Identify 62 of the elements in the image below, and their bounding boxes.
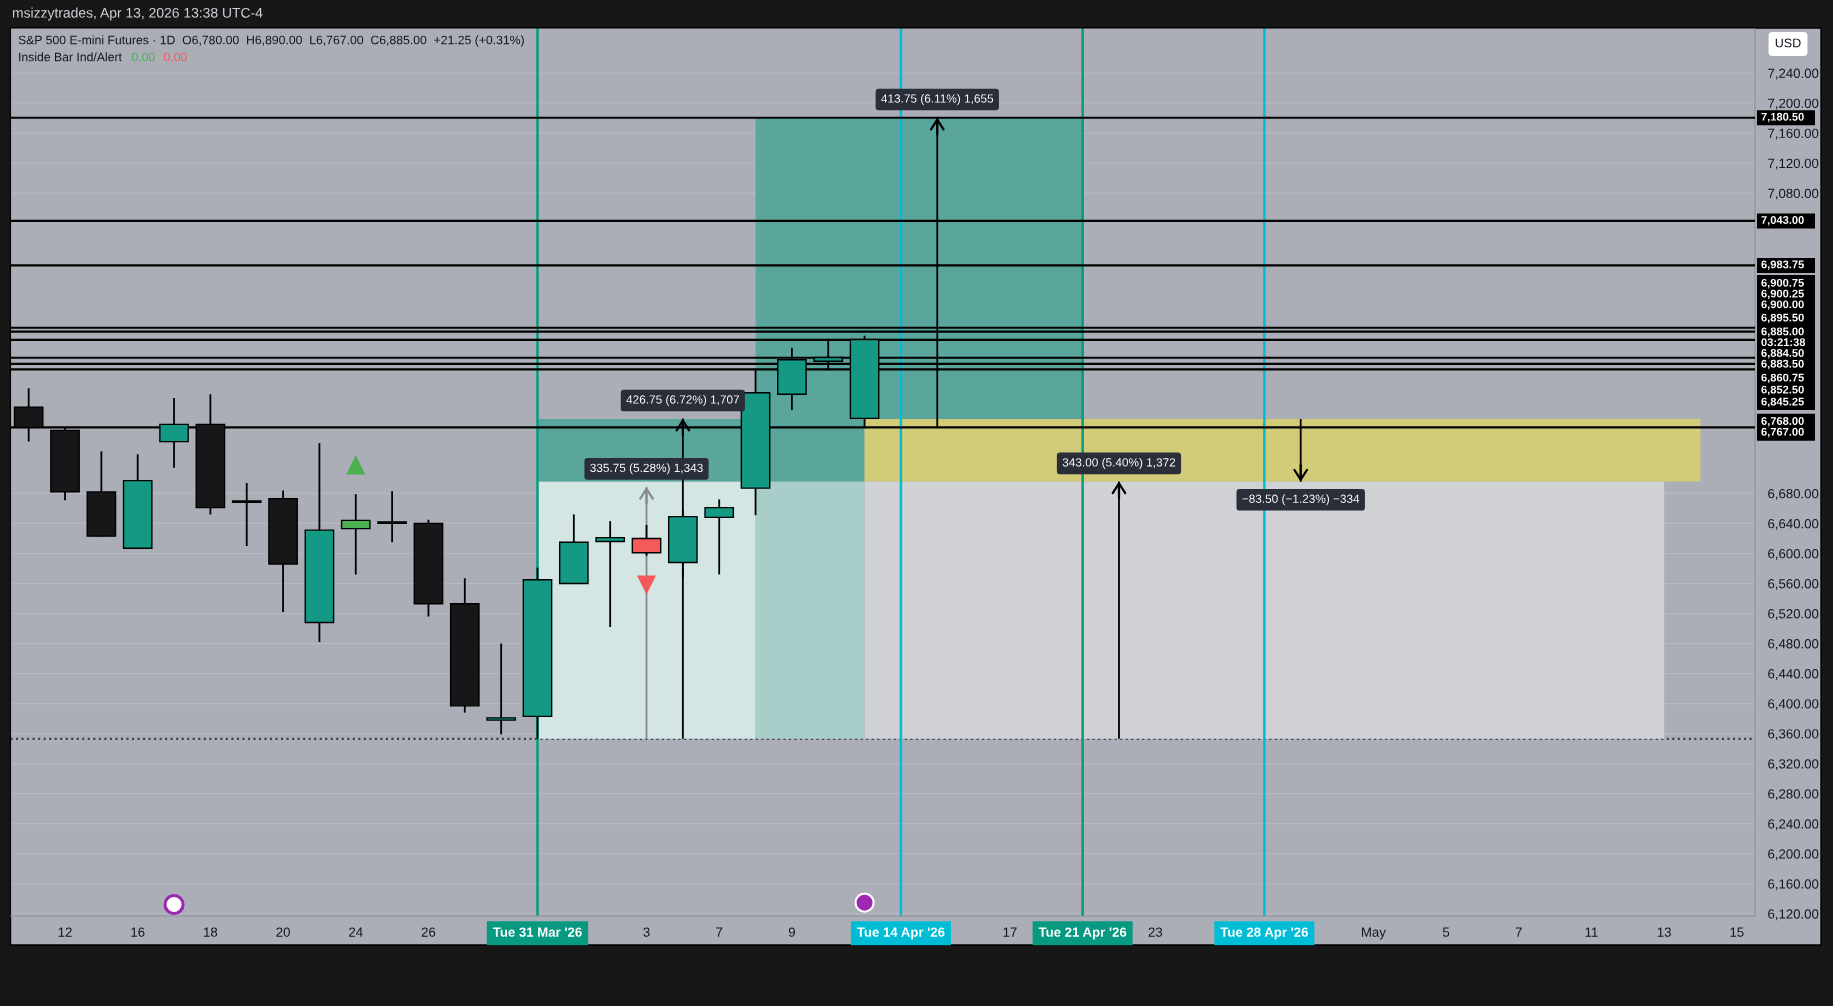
y-tick-label: 6,320.00 — [1768, 759, 1819, 771]
x-tick-label: 11 — [1585, 927, 1598, 937]
ref-line-label: 6,895.50 — [1761, 313, 1804, 324]
x-tick-label: 12 — [58, 927, 72, 937]
x-tick-label: 26 — [421, 927, 436, 937]
y-tick-label: 6,520.00 — [1768, 609, 1819, 620]
x-tick-label: 7 — [1515, 927, 1522, 937]
x-tick-label: 15 — [1730, 927, 1744, 937]
ref-line-label: 7,180.50 — [1761, 112, 1804, 123]
annotation: 0.00 — [131, 52, 155, 62]
y-tick-label: 6,240.00 — [1768, 819, 1819, 831]
x-tick-label: 9 — [788, 927, 795, 937]
y-tick-label: 6,600.00 — [1768, 549, 1819, 560]
x-tick-label: Tue 28 Apr '26 — [1220, 927, 1308, 940]
x-tick-label: Tue 21 Apr '26 — [1038, 927, 1127, 940]
data-label: 335.75 (5.28%) 1,343 — [590, 463, 703, 475]
ref-line-label: 6,900.75 6,900.25 6,900.00 — [1761, 278, 1804, 310]
y-tick-label: 6,200.00 — [1768, 849, 1819, 861]
x-tick-label: Tue 31 Mar '26 — [492, 927, 582, 937]
text: Inside Bar Ind/Alert — [19, 52, 122, 62]
text: msizzytrades, Apr 13, 2026 13:38 UTC-4 — [12, 7, 263, 21]
y-tick-label: 6,440.00 — [1768, 669, 1819, 681]
ref-line-label: 6,885.00 03:21:38 6,884.50 6,883.50 — [1761, 327, 1806, 370]
data-label: −83.50 (−1.23%) −334 — [1242, 494, 1360, 506]
y-tick-label: 7,200.00 — [1768, 98, 1819, 110]
y-tick-label: 7,160.00 — [1768, 128, 1819, 140]
ref-line-label: 6,852.50 — [1761, 385, 1804, 396]
x-tick-label: 3 — [643, 927, 650, 937]
x-tick-label: 18 — [204, 927, 218, 937]
x-tick-label: 24 — [349, 927, 363, 937]
y-tick-label: 6,680.00 — [1768, 488, 1819, 500]
x-tick-label: 20 — [276, 927, 290, 937]
ref-line-label: 7,043.00 — [1761, 216, 1804, 226]
y-tick-label: 6,560.00 — [1768, 579, 1819, 590]
data-label: 343.00 (5.40%) 1,372 — [1062, 457, 1176, 469]
y-tick-label: 6,400.00 — [1768, 699, 1819, 711]
y-tick-label: 6,360.00 — [1768, 729, 1819, 741]
text: S&P 500 E-mini Futures · 1D O6,780.00 H6,890.00 L6,767.00 C6,885.00 +21.25 (+0.31%) — [18, 35, 524, 47]
ref-line-label: 6,768.00 6,767.00 — [1761, 417, 1804, 438]
y-tick-label: 6,640.00 — [1768, 518, 1819, 530]
y-tick-label: 6,280.00 — [1768, 789, 1819, 801]
x-tick-label: Tue 14 Apr '26 — [856, 927, 945, 940]
x-tick-label: 17 — [1003, 927, 1017, 937]
y-tick-label: 7,080.00 — [1768, 188, 1819, 200]
x-tick-label: 16 — [131, 927, 145, 937]
x-tick-label: 13 — [1657, 927, 1671, 937]
x-tick-label: 7 — [716, 927, 723, 937]
text: USD — [1775, 38, 1801, 48]
y-tick-label: 7,240.00 — [1768, 68, 1819, 80]
ref-line-label: 6,860.75 — [1761, 373, 1804, 384]
data-label: 413.75 (6.11%) 1,655 — [881, 94, 994, 106]
ref-line-label: 6,845.25 — [1761, 397, 1804, 408]
x-tick-label: May — [1362, 927, 1386, 940]
y-tick-label: 6,120.00 — [1768, 909, 1819, 921]
data-label: 426.75 (6.72%) 1,707 — [626, 395, 740, 407]
y-tick-label: 6,480.00 — [1768, 639, 1819, 650]
x-tick-label: 23 — [1148, 927, 1163, 937]
x-tick-label: 5 — [1442, 927, 1450, 937]
y-tick-label: 6,160.00 — [1768, 879, 1819, 891]
ref-line-label: 6,983.75 — [1761, 260, 1804, 270]
annotation: 0.00 — [163, 52, 187, 62]
y-tick-label: 7,120.00 — [1768, 158, 1819, 170]
